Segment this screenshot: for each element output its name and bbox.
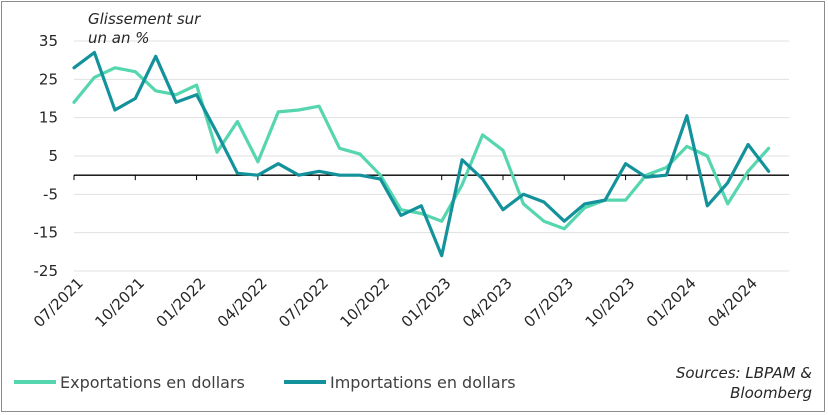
series-lines [72,50,771,258]
y-tick-label: 5 [48,147,58,165]
x-tick-label: 07/2022 [275,274,332,331]
y-tick-label: 25 [39,70,58,88]
legend-label-exports: Exportations en dollars [60,373,245,392]
x-tick-label: 04/2022 [214,274,271,331]
unit-label-line-1: Glissement sur [88,10,201,28]
unit-label-line-2: un an % [88,29,150,47]
x-axis [73,174,789,181]
x-tick-label: 10/2021 [91,274,148,331]
x-tick-label: 04/2023 [459,274,516,331]
source-line-2: Bloomberg [730,384,812,402]
y-tick-label: -25 [34,262,59,280]
x-tick-label: 01/2023 [398,274,455,331]
x-tick-label: 10/2022 [336,274,393,331]
legend: Exportations en dollars Importations en … [14,373,516,392]
y-tick-label: 15 [39,109,58,127]
x-tick-label: 07/2023 [520,274,577,331]
x-tick-label: 07/2021 [30,274,87,331]
series-line-exports [72,66,771,231]
series-line-imports [72,50,771,258]
x-axis-ticks: 07/2021 10/2021 01/2022 04/2022 07/2022 10/20… [30,274,761,331]
y-axis-ticks: 35 25 15 5 -5 -15 -25 [34,32,59,280]
y-tick-label: 35 [39,32,58,50]
x-tick-label: 01/2022 [153,274,210,331]
gridlines [74,40,789,272]
source-line-1: Sources: LBPAM & [676,364,812,382]
y-tick-label: -15 [34,224,59,242]
x-tick-label: 04/2024 [704,274,761,331]
x-tick-label: 01/2024 [643,274,700,331]
legend-label-imports: Importations en dollars [330,373,516,392]
y-tick-label: -5 [43,185,58,203]
x-tick-label: 10/2023 [582,274,639,331]
